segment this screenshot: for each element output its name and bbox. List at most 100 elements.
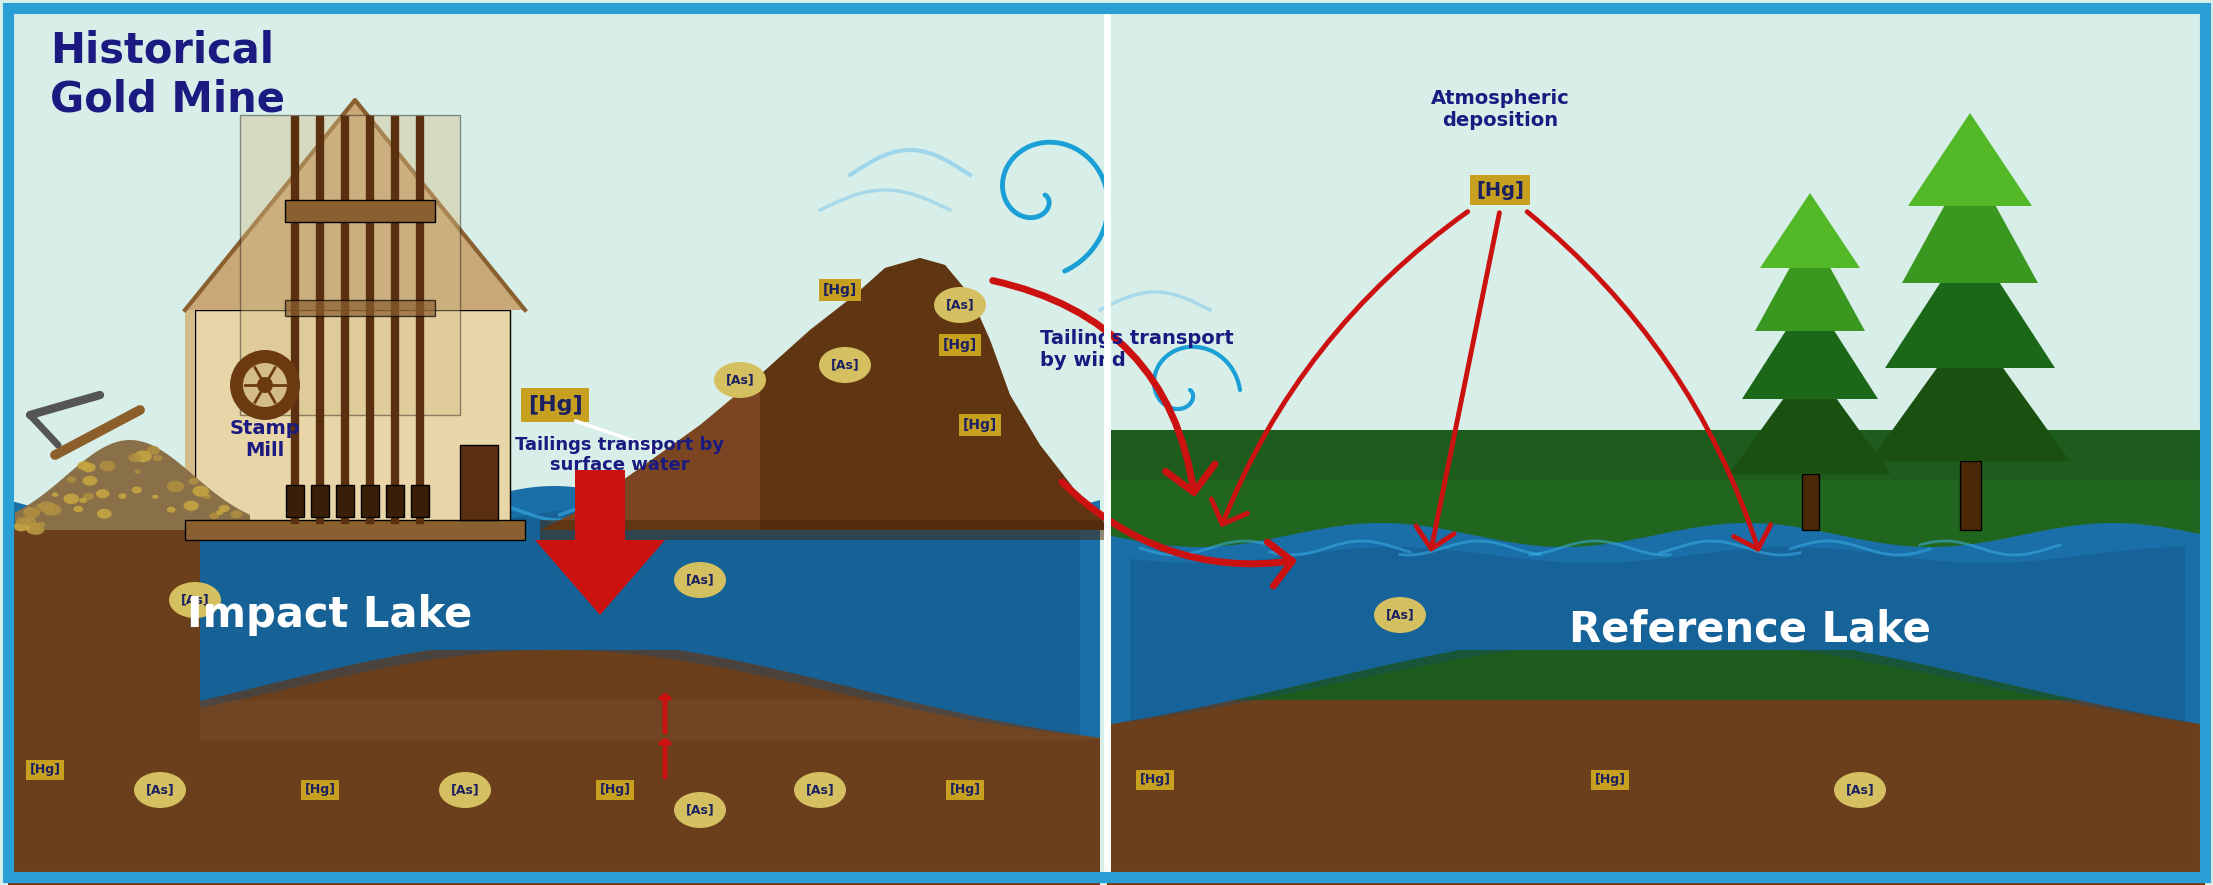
Ellipse shape — [230, 511, 243, 519]
Ellipse shape — [438, 772, 491, 808]
FancyBboxPatch shape — [460, 445, 498, 520]
Polygon shape — [1901, 159, 2038, 283]
Ellipse shape — [217, 510, 224, 515]
Ellipse shape — [22, 519, 31, 525]
Ellipse shape — [168, 582, 221, 618]
Polygon shape — [1870, 322, 2069, 461]
Ellipse shape — [135, 772, 186, 808]
Ellipse shape — [64, 494, 80, 504]
Text: [Hg]: [Hg] — [823, 283, 856, 297]
Ellipse shape — [15, 517, 27, 525]
Text: [Hg]: [Hg] — [1476, 181, 1525, 199]
Ellipse shape — [73, 506, 84, 512]
Ellipse shape — [193, 486, 210, 496]
FancyArrowPatch shape — [994, 281, 1215, 492]
Text: Impact Lake: Impact Lake — [188, 594, 474, 636]
Ellipse shape — [166, 507, 175, 512]
Ellipse shape — [66, 477, 75, 483]
Polygon shape — [9, 486, 1100, 738]
Ellipse shape — [934, 287, 987, 323]
Ellipse shape — [97, 509, 111, 519]
Ellipse shape — [197, 522, 206, 528]
Text: [Hg]: [Hg] — [1140, 773, 1171, 787]
Polygon shape — [1908, 113, 2032, 206]
Ellipse shape — [226, 523, 239, 532]
Text: [Hg]: [Hg] — [943, 338, 978, 352]
Ellipse shape — [13, 522, 29, 531]
Ellipse shape — [100, 461, 115, 472]
Text: Reference Lake: Reference Lake — [1569, 609, 1932, 651]
Text: [As]: [As] — [726, 373, 755, 387]
Polygon shape — [186, 310, 195, 530]
Text: [Hg]: [Hg] — [963, 418, 998, 432]
Circle shape — [230, 350, 301, 420]
Text: [As]: [As] — [1385, 609, 1414, 621]
Text: [As]: [As] — [146, 783, 175, 796]
FancyBboxPatch shape — [412, 485, 429, 517]
FancyBboxPatch shape — [1961, 461, 1981, 530]
Ellipse shape — [188, 478, 199, 485]
FancyBboxPatch shape — [285, 300, 436, 316]
Ellipse shape — [184, 501, 199, 511]
Ellipse shape — [120, 493, 126, 499]
Text: [Hg]: [Hg] — [527, 395, 582, 415]
Ellipse shape — [219, 504, 230, 512]
FancyBboxPatch shape — [239, 115, 460, 415]
Ellipse shape — [819, 347, 872, 383]
Circle shape — [243, 363, 288, 407]
Ellipse shape — [131, 487, 142, 494]
Text: [Hg]: [Hg] — [305, 783, 336, 796]
Bar — [1106, 700, 2204, 885]
Ellipse shape — [204, 494, 212, 499]
Polygon shape — [536, 470, 664, 615]
Circle shape — [257, 377, 272, 393]
Ellipse shape — [27, 523, 44, 535]
FancyArrowPatch shape — [1062, 482, 1292, 586]
Ellipse shape — [1374, 597, 1425, 633]
Ellipse shape — [80, 498, 86, 503]
Ellipse shape — [82, 493, 93, 500]
Ellipse shape — [44, 511, 51, 514]
Text: [As]: [As] — [451, 783, 480, 796]
Text: [Hg]: [Hg] — [29, 764, 60, 776]
Text: Tailings transport
by wind: Tailings transport by wind — [1040, 329, 1235, 371]
FancyBboxPatch shape — [285, 200, 436, 222]
Polygon shape — [1759, 193, 1859, 268]
Ellipse shape — [44, 504, 62, 516]
Ellipse shape — [153, 495, 159, 499]
FancyBboxPatch shape — [312, 485, 330, 517]
Ellipse shape — [82, 463, 95, 473]
Ellipse shape — [675, 792, 726, 828]
Ellipse shape — [95, 489, 111, 498]
Bar — [9, 700, 1100, 740]
Polygon shape — [9, 530, 199, 885]
Ellipse shape — [153, 455, 162, 461]
Ellipse shape — [166, 481, 184, 492]
Text: [As]: [As] — [686, 573, 715, 587]
Bar — [540, 520, 1106, 540]
Ellipse shape — [128, 453, 142, 462]
FancyBboxPatch shape — [1801, 474, 1819, 530]
FancyArrowPatch shape — [1416, 212, 1500, 549]
Ellipse shape — [1835, 772, 1885, 808]
Polygon shape — [15, 440, 250, 530]
Bar — [1106, 480, 2204, 580]
Polygon shape — [540, 268, 885, 530]
Text: [As]: [As] — [806, 783, 834, 796]
Text: [As]: [As] — [830, 358, 859, 372]
Polygon shape — [1728, 362, 1890, 474]
FancyBboxPatch shape — [336, 485, 354, 517]
Polygon shape — [759, 258, 1106, 530]
FancyBboxPatch shape — [361, 485, 378, 517]
Text: [As]: [As] — [686, 804, 715, 817]
Text: Tailings transport by
surface water: Tailings transport by surface water — [516, 435, 724, 474]
Text: [Hg]: [Hg] — [1596, 773, 1627, 787]
Text: Atmospheric
deposition: Atmospheric deposition — [1430, 89, 1569, 130]
Text: [As]: [As] — [1846, 783, 1874, 796]
Ellipse shape — [35, 522, 44, 528]
Ellipse shape — [135, 470, 142, 473]
Ellipse shape — [38, 504, 44, 508]
Ellipse shape — [715, 362, 766, 398]
Ellipse shape — [29, 525, 44, 535]
Ellipse shape — [77, 461, 91, 470]
